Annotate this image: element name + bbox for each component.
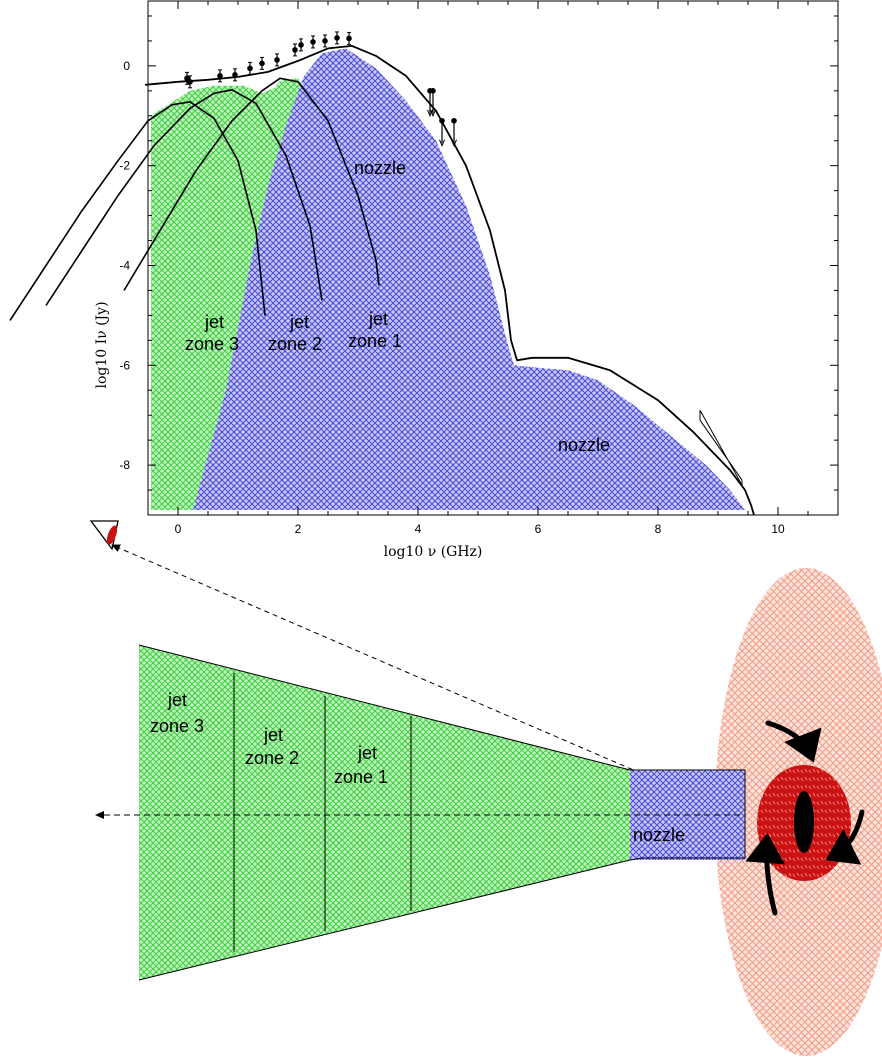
data-point [274,53,280,67]
x-axis-label: log10 ν (GHz) [384,544,483,560]
x-tick-label: 8 [655,522,662,536]
plot-label-nozzle-lower: nozzle [558,435,610,455]
upper-limit-point [430,88,436,118]
jet-diagram: jet zone 3 jet zone 2 jet zone 1 nozzle [95,568,882,1056]
observer-icon [89,520,119,551]
plot-label-jet2-line1: jet [289,312,309,332]
y-tick-label: -4 [119,258,130,272]
data-point [292,43,298,57]
diagram-label-jet1-line1: jet [357,743,377,763]
x-tick-label: 6 [535,522,542,536]
bowtie-marker [699,409,743,486]
x-tick-label: 2 [295,522,302,536]
plot-label-jet1-line2: zone 1 [348,331,402,351]
data-point [247,61,253,75]
y-axis-label: log10 Iν (Jy) [94,301,110,388]
rotation-arrows [745,720,865,916]
data-point [334,31,340,45]
series-jet-zone-3 [9,101,266,321]
plot-label-jet2-line2: zone 2 [268,334,322,354]
plot-label-jet3-line2: zone 3 [185,334,239,354]
series-jet-zone-2 [45,89,323,306]
series-jet-zone-1 [123,77,380,291]
diagram-label-nozzle: nozzle [633,825,685,845]
diagram-label-jet2-line1: jet [263,725,283,745]
y-tick-label: -6 [119,358,130,372]
data-point [259,56,265,70]
y-tick-label: 0 [123,59,130,73]
data-point [322,34,328,48]
plot-label-jet3-line1: jet [204,312,224,332]
data-point [298,38,304,52]
y-tick-label: -2 [119,159,130,173]
x-tick-label: 10 [771,522,785,536]
data-point [217,69,223,83]
plot-label-jet1-line1: jet [368,309,388,329]
plot-label-nozzle-upper: nozzle [354,158,406,178]
data-point [346,31,352,45]
black-hole [794,791,814,853]
data-point [310,35,316,49]
line-of-sight-arrow [111,544,741,817]
x-tick-label: 4 [415,522,422,536]
diagram-label-jet3-line1: jet [167,690,187,710]
y-tick-label: -8 [119,458,130,472]
x-tick-label: 0 [175,522,182,536]
data-point [187,75,193,89]
upper-limit-point [439,117,445,148]
jet-cone [139,645,630,980]
series-total [144,45,755,516]
upper-limit-point [451,117,457,148]
plot-frame [147,0,839,516]
spectrum-plot: 0 2 4 6 8 10 0 -2 -4 -6 -8 log10 Iν (Jy) log10 ν (… [9,0,839,560]
data-point [232,68,238,82]
nozzle-fill-region [193,48,745,511]
diagram-label-jet3-line2: zone 3 [150,716,204,736]
diagram-label-jet2-line2: zone 2 [245,748,299,768]
diagram-label-jet1-line2: zone 1 [334,767,388,787]
